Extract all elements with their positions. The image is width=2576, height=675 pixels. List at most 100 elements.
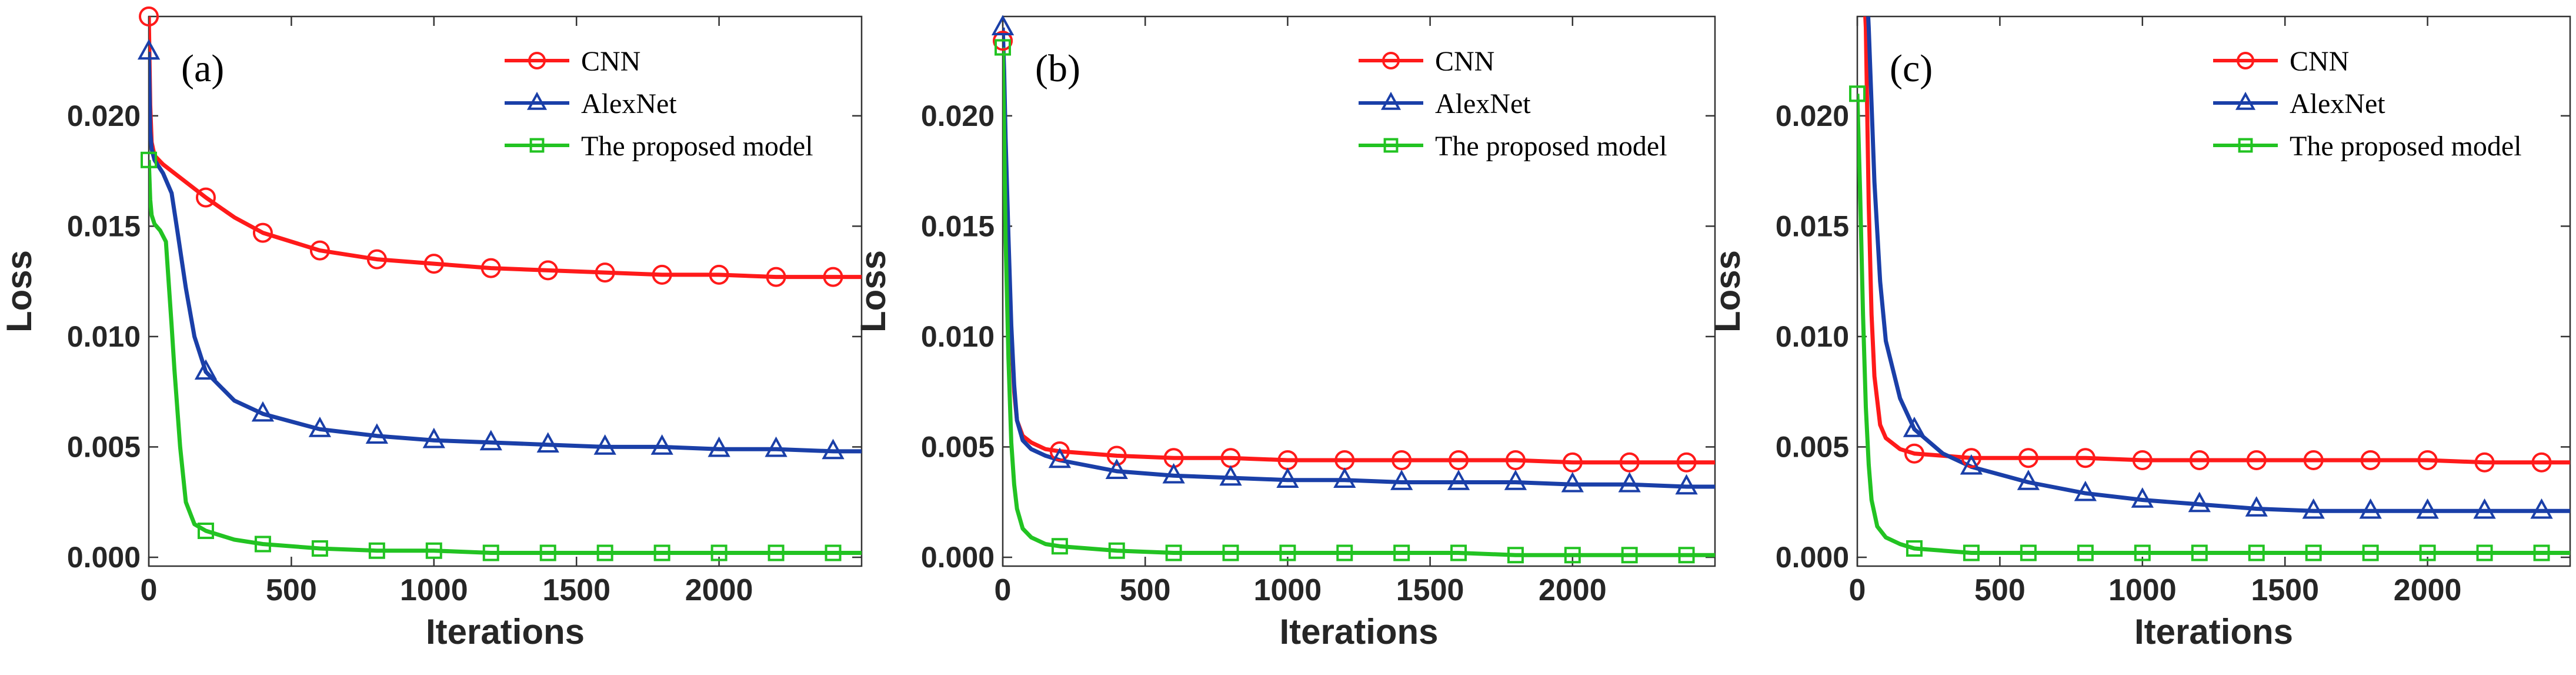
data-point-marker (538, 260, 558, 281)
legend-marker (1382, 52, 1400, 69)
legend-marker (526, 91, 548, 110)
data-point-marker (1562, 452, 1583, 473)
data-point-marker (596, 544, 613, 561)
legend-marker (529, 138, 545, 153)
legend-entry: The proposed model (1435, 131, 1667, 162)
legend-entry: AlexNet (581, 88, 677, 119)
data-point-marker (1561, 471, 1584, 493)
y-tick-label: 0.010 (67, 320, 141, 353)
legend-marker (2235, 91, 2256, 110)
chart-panel-3: 0 500 1000 1500 2000 0.000 0.005 0.010 0.015 0.02… (1708, 15, 2571, 651)
x-tick-label: 1000 (400, 573, 468, 607)
x-tick-label: 0 (141, 573, 158, 607)
legend-entry: AlexNet (1435, 88, 1531, 119)
data-point-marker (2017, 470, 2040, 490)
x-tick-label: 500 (266, 573, 317, 607)
data-point-marker (1392, 450, 1412, 470)
panel-label: (a) (181, 47, 224, 90)
data-point-marker (766, 267, 786, 287)
y-tick-label: 0.005 (921, 430, 995, 463)
legend-entry: The proposed model (581, 131, 813, 162)
y-tick-label: 0.000 (1776, 541, 1849, 574)
data-point-marker (425, 542, 442, 559)
legend-marker (2237, 52, 2254, 69)
legend-marker (1380, 91, 1402, 110)
data-point-marker (2020, 544, 2037, 561)
x-axis-label: Iterations (426, 612, 585, 651)
plot-area (149, 16, 862, 561)
data-point-marker (1106, 445, 1127, 466)
data-point-marker-start (141, 151, 157, 168)
data-point-marker (650, 434, 673, 455)
legend-entry: CNN (581, 46, 640, 77)
data-point-marker (1963, 544, 1980, 561)
panel-label: (b) (1035, 47, 1080, 90)
x-tick-label: 1500 (542, 573, 610, 607)
data-point-marker (366, 249, 387, 270)
data-point-marker (2191, 544, 2208, 561)
series-line-the-proposed-model (1003, 47, 1715, 557)
data-point-marker (195, 187, 216, 208)
data-point-marker (2248, 544, 2265, 561)
x-axis-label: Iterations (1279, 612, 1438, 651)
data-point-marker (2416, 498, 2439, 519)
data-point-marker (2360, 450, 2381, 470)
data-point-marker (2134, 544, 2151, 561)
data-point-marker (368, 542, 385, 559)
data-point-marker (1906, 540, 1923, 557)
legend-marker (1383, 138, 1399, 153)
y-tick-label: 0.010 (1776, 320, 1849, 353)
x-tick-label: 2000 (685, 573, 753, 607)
data-point-marker (194, 359, 218, 380)
data-point-marker (1049, 441, 1070, 461)
data-point-marker (708, 436, 730, 457)
y-tick-label: 0.010 (921, 320, 995, 353)
legend-entry: AlexNet (2290, 88, 2385, 119)
data-point-marker (251, 401, 275, 422)
plot-frame (1856, 15, 2571, 567)
data-point-marker (1219, 465, 1242, 486)
data-point-marker (2305, 544, 2322, 561)
data-point-marker-start (991, 15, 1015, 36)
data-point-marker (481, 258, 501, 278)
data-point-marker (254, 536, 271, 553)
data-point-marker (1105, 458, 1128, 479)
data-point-marker (311, 540, 328, 557)
x-tick-label: 1000 (2108, 573, 2177, 607)
data-point-marker (2189, 450, 2210, 470)
data-point-marker-start (993, 31, 1013, 51)
data-point-marker (823, 267, 843, 287)
data-point-marker (536, 432, 559, 453)
data-point-marker (653, 544, 670, 561)
data-point-marker (2131, 487, 2154, 508)
y-tick-label: 0.015 (921, 210, 995, 242)
data-point-marker (2476, 544, 2493, 561)
data-point-marker (2530, 498, 2553, 519)
y-tick-label: 0.020 (67, 99, 141, 132)
x-axis-label: Iterations (2134, 612, 2293, 651)
data-point-marker (2132, 450, 2153, 470)
chart-panel-2: 0 500 1000 1500 2000 0.000 0.005 0.010 0.015 0.02… (853, 15, 1716, 651)
data-point-marker (768, 544, 785, 561)
data-point-marker (1336, 544, 1353, 561)
data-point-marker (1564, 547, 1581, 564)
data-point-marker (2359, 498, 2382, 519)
series-line-cnn (1863, 16, 2570, 465)
data-point-marker (2533, 544, 2550, 561)
data-point-marker (1390, 470, 1413, 490)
data-point-marker (308, 417, 332, 437)
data-point-marker (2474, 452, 2495, 473)
data-point-marker (652, 264, 672, 285)
x-tick-label: 2000 (1539, 573, 1607, 607)
data-point-marker (197, 522, 214, 539)
data-point-marker-start (1849, 85, 1866, 102)
y-tick-label: 0.000 (921, 541, 995, 574)
data-point-marker (1676, 452, 1697, 473)
series-line-alexnet (1003, 27, 1715, 489)
y-axis-label: Loss (0, 250, 39, 332)
data-point-marker (1961, 448, 1981, 468)
data-point-marker (822, 438, 845, 460)
data-point-marker (1162, 463, 1185, 484)
data-point-marker (479, 430, 502, 451)
data-point-marker-start (137, 39, 161, 60)
